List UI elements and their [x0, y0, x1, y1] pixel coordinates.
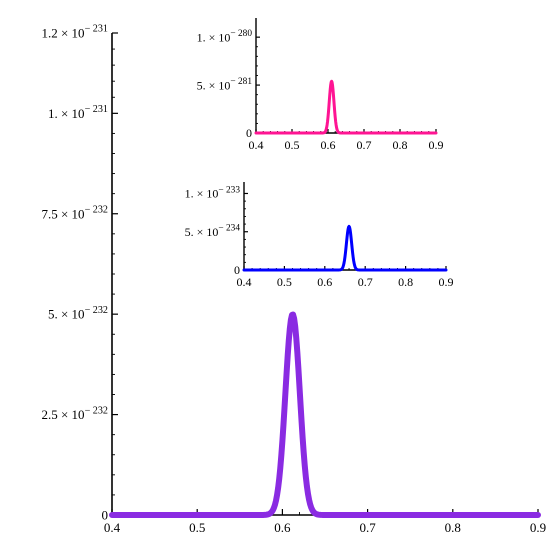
y-tick-label: 0 — [234, 263, 240, 277]
x-tick-label: 0.9 — [530, 520, 546, 535]
plot-main: 0.4 0.5 0.6 0.7 0.8 0.9 0 2.5 × 10− 232 5. × 10−… — [41, 24, 546, 535]
y-tick-label: 5. × 10− 234 — [185, 224, 241, 239]
x-tick-label: 0.8 — [398, 275, 413, 289]
x-tick-label: 0.4 — [249, 138, 264, 152]
plot-inset_top: 0.4 0.5 0.6 0.7 0.8 0.9 0 5. × 10− 281 1. × 10− … — [197, 18, 444, 152]
x-tick-label: 0.7 — [358, 275, 373, 289]
y-tick-label: 2.5 × 10− 232 — [41, 405, 108, 422]
x-tick-label: 0.5 — [277, 275, 292, 289]
x-tick-label: 0.5 — [285, 138, 300, 152]
y-tick-label: 0 — [246, 126, 252, 140]
x-tick-label: 0.4 — [237, 275, 252, 289]
y-tick-label: 7.5 × 10− 232 — [41, 204, 108, 221]
series-line-main — [109, 311, 541, 518]
x-tick-label: 0.6 — [317, 275, 332, 289]
series-line-inset_bottom — [242, 224, 448, 272]
y-tick-label: 5. × 10− 232 — [48, 305, 108, 322]
series-line-inset_top — [254, 79, 438, 135]
y-tick-label: 1. × 10− 233 — [185, 185, 241, 200]
y-tick-label: 0 — [102, 508, 109, 523]
x-tick-label: 0.6 — [274, 520, 291, 535]
x-tick-label: 0.6 — [321, 138, 336, 152]
x-tick-label: 0.5 — [189, 520, 205, 535]
x-tick-label: 0.4 — [104, 520, 121, 535]
x-tick-label: 0.8 — [445, 520, 461, 535]
x-tick-label: 0.8 — [393, 138, 408, 152]
x-tick-label: 0.7 — [359, 520, 376, 535]
x-tick-label: 0.7 — [357, 138, 372, 152]
y-tick-label: 1.2 × 10− 231 — [41, 24, 108, 41]
x-tick-label: 0.9 — [429, 138, 444, 152]
plot-inset_bottom: 0.4 0.5 0.6 0.7 0.8 0.9 0 5. × 10− 234 1. × 10− … — [185, 182, 454, 289]
y-tick-label: 1. × 10− 231 — [48, 104, 108, 121]
y-tick-label: 1. × 10− 280 — [197, 29, 253, 44]
y-tick-label: 5. × 10− 281 — [197, 77, 253, 92]
x-tick-label: 0.9 — [439, 275, 454, 289]
